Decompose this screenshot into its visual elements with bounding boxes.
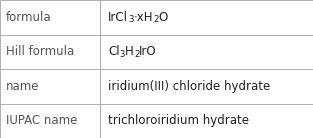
Text: O: O bbox=[158, 11, 168, 24]
Text: IUPAC name: IUPAC name bbox=[6, 114, 77, 127]
Text: 3: 3 bbox=[120, 50, 125, 59]
Text: 2: 2 bbox=[134, 50, 139, 59]
Text: iridium(III) chloride hydrate: iridium(III) chloride hydrate bbox=[108, 80, 270, 93]
Text: trichloroiridium hydrate: trichloroiridium hydrate bbox=[108, 114, 249, 127]
Text: 3: 3 bbox=[128, 15, 134, 24]
Text: 2: 2 bbox=[153, 15, 158, 24]
Text: IrCl: IrCl bbox=[108, 11, 128, 24]
Text: IrO: IrO bbox=[139, 45, 157, 58]
Text: formula: formula bbox=[6, 11, 52, 24]
Text: H: H bbox=[125, 45, 134, 58]
Text: Hill formula: Hill formula bbox=[6, 45, 74, 58]
Text: name: name bbox=[6, 80, 39, 93]
Text: Cl: Cl bbox=[108, 45, 120, 58]
Text: ·xH: ·xH bbox=[134, 11, 153, 24]
